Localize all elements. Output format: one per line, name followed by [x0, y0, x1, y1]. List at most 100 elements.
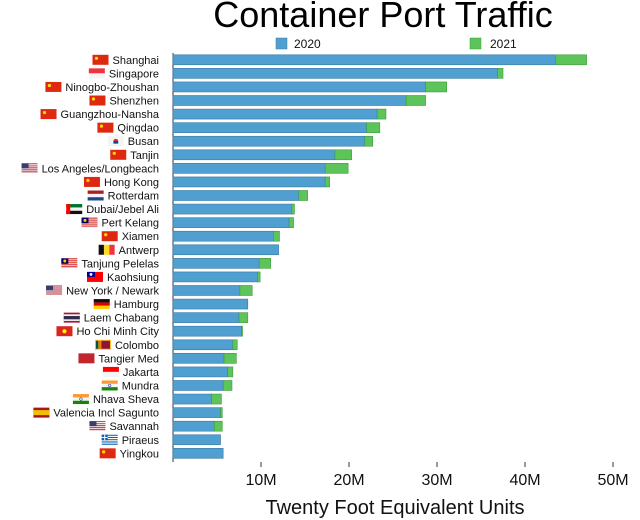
flag-icon-cn [97, 122, 114, 133]
bar-2021-10 [298, 190, 308, 201]
flag-icon-cn [110, 149, 127, 160]
category-label: Hong Kong [104, 177, 159, 189]
bar-2021-11 [291, 203, 295, 215]
bar-2021-25 [211, 393, 222, 405]
bar-2020-12 [172, 217, 290, 228]
flag-icon-my [81, 217, 98, 228]
category-label: Shenzhen [109, 96, 159, 108]
category-label: Kaohsiung [107, 272, 159, 284]
category-label: Los Angeles/Longbeach [42, 163, 159, 175]
flag-icon-cn [45, 81, 62, 92]
category-label: Nhava Sheva [93, 394, 160, 406]
bar-2021-15 [258, 258, 271, 269]
category-label: Valencia Incl Sagunto [53, 408, 159, 420]
bar-2020-26 [172, 407, 221, 418]
category-label: Xiamen [122, 231, 159, 243]
flag-icon-cn [40, 109, 57, 120]
bar-2021-7 [334, 149, 352, 161]
legend-label-2020: 2020 [294, 37, 321, 51]
bar-2020-29 [172, 448, 224, 459]
bar-2021-12 [288, 217, 294, 228]
bar-2021-4 [376, 108, 387, 120]
flag-icon-id [102, 366, 119, 377]
bar-2020-24 [172, 380, 224, 391]
legend: 2020 2021 [275, 37, 517, 51]
category-label: Busan [128, 136, 159, 148]
bar-2020-11 [172, 203, 293, 215]
bar-2020-25 [172, 393, 213, 405]
flag-icon-my [61, 258, 78, 269]
bar-2020-9 [172, 176, 326, 188]
bar-2020-1 [172, 68, 499, 79]
bar-2021-20 [241, 325, 243, 337]
bar-2020-8 [172, 163, 326, 174]
x-tick-label: 40M [509, 472, 540, 489]
bar-2021-5 [366, 122, 381, 133]
category-label: Mundra [122, 380, 160, 392]
category-label: Ninogbo-Zhoushan [65, 82, 159, 94]
x-axis-label: Twenty Foot Equivalent Units [265, 497, 524, 519]
flag-icon-cn [99, 448, 116, 459]
category-label: Savannah [109, 421, 159, 433]
bar-2020-27 [172, 420, 215, 432]
bar-2020-5 [172, 122, 367, 133]
x-axis: 10M 20M 30M 40M 50M [245, 462, 629, 489]
bar-2021-26 [220, 407, 223, 418]
flag-icon-in [101, 380, 118, 391]
bar-2021-9 [324, 176, 330, 188]
flag-icon-us [89, 421, 106, 431]
flag-icon-kr [107, 136, 124, 147]
flag-icon-vn [56, 326, 73, 337]
category-label: Colombo [115, 340, 159, 352]
category-label: Qingdao [117, 123, 159, 135]
bar-2021-27 [214, 420, 223, 432]
x-tick-label: 30M [421, 472, 452, 489]
flag-icon-cn [89, 95, 106, 106]
bar-2020-7 [172, 149, 336, 161]
flag-icon-gr [101, 434, 118, 445]
bar-2020-20 [172, 325, 242, 337]
bar-2020-16 [172, 271, 258, 283]
category-label: Piraeus [122, 435, 160, 447]
bar-2020-2 [172, 81, 426, 93]
category-label: Guangzhou-Nansha [61, 109, 160, 121]
bar-2021-24 [222, 380, 233, 391]
bar-2021-21 [232, 339, 238, 351]
flags-group [21, 54, 127, 459]
bar-2021-6 [364, 135, 374, 147]
x-tick-label: 50M [597, 472, 628, 489]
bar-2021-13 [273, 230, 280, 242]
category-label: Ho Chi Minh City [76, 326, 159, 338]
flag-icon-us [21, 163, 38, 173]
bar-2021-22 [223, 353, 237, 364]
bars-group [172, 54, 587, 459]
bar-2020-6 [172, 135, 366, 147]
category-label: Tangier Med [98, 353, 159, 365]
legend-swatch-2021 [469, 37, 482, 50]
x-tick-label: 20M [333, 472, 364, 489]
x-tick-label: 10M [245, 472, 276, 489]
category-label: Tanjung Pelelas [81, 258, 159, 270]
flag-icon-cn [101, 231, 118, 242]
bar-2020-0 [172, 54, 557, 66]
legend-label-2021: 2021 [490, 37, 517, 51]
category-label: Pert Kelang [102, 218, 159, 230]
bar-2020-19 [172, 312, 240, 323]
category-label: Shanghai [113, 55, 160, 67]
flag-icon-es [33, 407, 50, 418]
bar-2020-3 [172, 95, 407, 106]
category-label: Tanjin [130, 150, 159, 162]
category-label: New York / Newark [66, 285, 159, 297]
bar-2021-19 [238, 312, 249, 323]
flag-icon-sg [88, 68, 105, 79]
bar-2021-1 [497, 68, 504, 79]
bar-2021-17 [239, 285, 253, 296]
category-label: Jakarta [123, 367, 160, 379]
bar-2020-17 [172, 285, 241, 296]
bar-2021-16 [257, 271, 261, 283]
bar-2021-0 [555, 54, 587, 66]
bar-2021-3 [405, 95, 426, 106]
bar-2020-10 [172, 190, 300, 201]
flag-icon-tw [87, 271, 103, 282]
legend-swatch-2020 [275, 37, 288, 50]
